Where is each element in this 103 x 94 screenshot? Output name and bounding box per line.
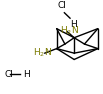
- Text: H: H: [23, 70, 29, 78]
- Text: Cl: Cl: [57, 2, 66, 10]
- Text: Cl: Cl: [4, 70, 13, 78]
- Text: H: H: [71, 20, 77, 29]
- Text: H$_2$N: H$_2$N: [60, 24, 79, 37]
- Text: H$_2$N: H$_2$N: [33, 47, 52, 59]
